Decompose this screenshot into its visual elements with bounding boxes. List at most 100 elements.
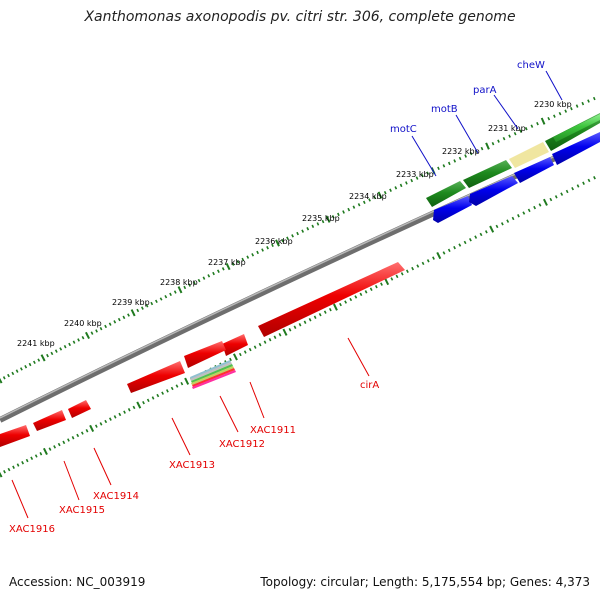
minor-tick: [127, 408, 131, 412]
minor-tick: [266, 246, 269, 250]
minor-tick: [442, 251, 446, 255]
tick-label: 2231 kbp: [488, 124, 526, 133]
gene-arrow-blue: [469, 176, 518, 206]
minor-tick: [136, 308, 140, 313]
minor-tick: [94, 424, 98, 428]
major-tick: [282, 328, 288, 336]
major-tick: [436, 251, 442, 260]
minor-tick: [303, 320, 307, 324]
minor-tick: [362, 200, 366, 205]
minor-tick: [57, 442, 61, 447]
minor-tick: [159, 297, 163, 301]
minor-tick: [28, 362, 32, 367]
minor-tick: [442, 164, 446, 168]
tick-label: 2233 kbp: [396, 170, 434, 179]
minor-tick: [380, 282, 383, 286]
minor-tick: [453, 245, 456, 250]
minor-tick: [508, 134, 511, 138]
minor-tick: [342, 210, 345, 214]
minor-tick: [54, 349, 58, 353]
minor-tick: [495, 224, 499, 229]
gene-arrow-red: [127, 361, 185, 393]
minor-tick: [560, 192, 564, 196]
genome-backbone-highlight: [0, 135, 600, 419]
minor-tick: [212, 271, 215, 276]
minor-tick: [99, 422, 103, 426]
minor-tick: [497, 139, 500, 143]
minor-tick: [339, 302, 342, 307]
minor-tick: [140, 306, 144, 310]
major-tick: [384, 277, 390, 286]
minor-tick: [150, 301, 154, 306]
minor-tick: [291, 234, 294, 238]
gene-block-tan: [509, 142, 549, 168]
reverse-strand-genes-blue: [433, 132, 600, 223]
minor-tick: [468, 238, 472, 242]
minor-tick: [192, 281, 196, 285]
tick-label: 2235 kbp: [302, 214, 340, 223]
gene-label-para: parA: [473, 85, 497, 96]
gene-label-xac1916: XAC1916: [9, 524, 55, 535]
minor-tick: [34, 454, 38, 458]
minor-tick: [288, 328, 292, 332]
minor-tick: [113, 415, 117, 419]
minor-tick: [39, 452, 43, 456]
minor-tick: [63, 344, 67, 349]
minor-tick: [316, 222, 320, 226]
minor-tick: [547, 116, 551, 121]
minor-tick: [571, 187, 575, 191]
minor-tick: [117, 317, 121, 322]
minor-tick: [151, 396, 155, 400]
minor-tick: [68, 342, 72, 347]
gene-arrow-red: [68, 400, 91, 418]
minor-tick: [479, 232, 483, 237]
minor-tick: [72, 340, 76, 344]
minor-tick: [500, 222, 504, 226]
tick-label: 2237 kbp: [208, 258, 246, 267]
minor-tick: [331, 215, 335, 219]
minor-tick: [243, 350, 247, 354]
minor-tick: [253, 345, 257, 349]
minor-tick: [519, 129, 523, 133]
minor-tick: [447, 161, 451, 166]
tick-labels: 2230 kbp 2231 kbp 2232 kbp 2233 kbp 2234…: [17, 100, 572, 348]
tick-label: 2240 kbp: [64, 319, 102, 328]
gene-arrow-blue: [514, 157, 554, 183]
minor-tick: [399, 183, 403, 188]
major-tick: [540, 117, 546, 125]
minor-tick: [248, 347, 252, 352]
minor-tick: [318, 313, 322, 317]
minor-tick: [369, 287, 373, 291]
minor-tick: [458, 156, 462, 161]
minor-tick: [453, 159, 457, 163]
minor-tick: [389, 188, 392, 192]
minor-tick: [145, 304, 149, 308]
minor-tick: [293, 325, 297, 329]
major-tick: [85, 331, 90, 340]
major-tick: [89, 424, 95, 433]
minor-tick: [236, 260, 240, 264]
minor-tick: [474, 235, 478, 239]
minor-tick: [71, 436, 75, 440]
minor-tick: [122, 315, 126, 320]
minor-tick: [522, 211, 526, 215]
minor-tick: [484, 230, 488, 234]
minor-tick: [469, 151, 473, 156]
gene-stripe: [190, 360, 231, 379]
minor-tick: [415, 176, 419, 180]
minor-tick: [447, 248, 451, 253]
minor-tick: [59, 347, 63, 351]
minor-tick: [359, 292, 363, 297]
gene-stripe: [192, 368, 235, 387]
minor-tick: [50, 351, 54, 356]
minor-tick: [21, 461, 25, 465]
minor-tick: [347, 207, 351, 212]
gene-stripe: [191, 364, 233, 383]
gene-label-xac1914: XAC1914: [93, 491, 139, 502]
minor-tick: [564, 109, 568, 113]
minor-tick: [12, 465, 15, 469]
gene-label-xac1911: XAC1911: [250, 425, 296, 436]
minor-tick: [183, 285, 187, 290]
label-leader-lines: [11, 70, 563, 519]
